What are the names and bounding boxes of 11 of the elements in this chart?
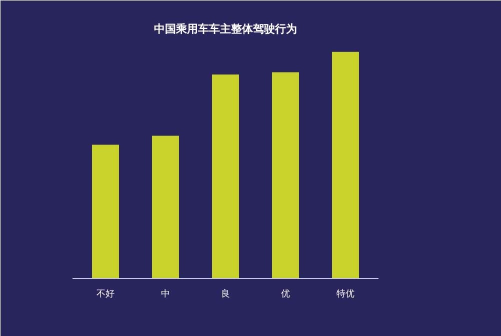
bar bbox=[92, 144, 119, 278]
x-tick-label: 不好 bbox=[96, 288, 114, 300]
bar bbox=[152, 136, 179, 278]
bar bbox=[272, 72, 299, 278]
chart-title: 中国乘用车车主整体驾驶行为 bbox=[154, 22, 297, 36]
bar bbox=[212, 74, 239, 278]
x-tick-label: 优 bbox=[281, 288, 290, 300]
bar bbox=[332, 52, 359, 278]
x-tick-label: 特优 bbox=[336, 288, 354, 300]
x-tick-label: 中 bbox=[161, 288, 170, 300]
x-tick-label: 良 bbox=[221, 288, 230, 300]
